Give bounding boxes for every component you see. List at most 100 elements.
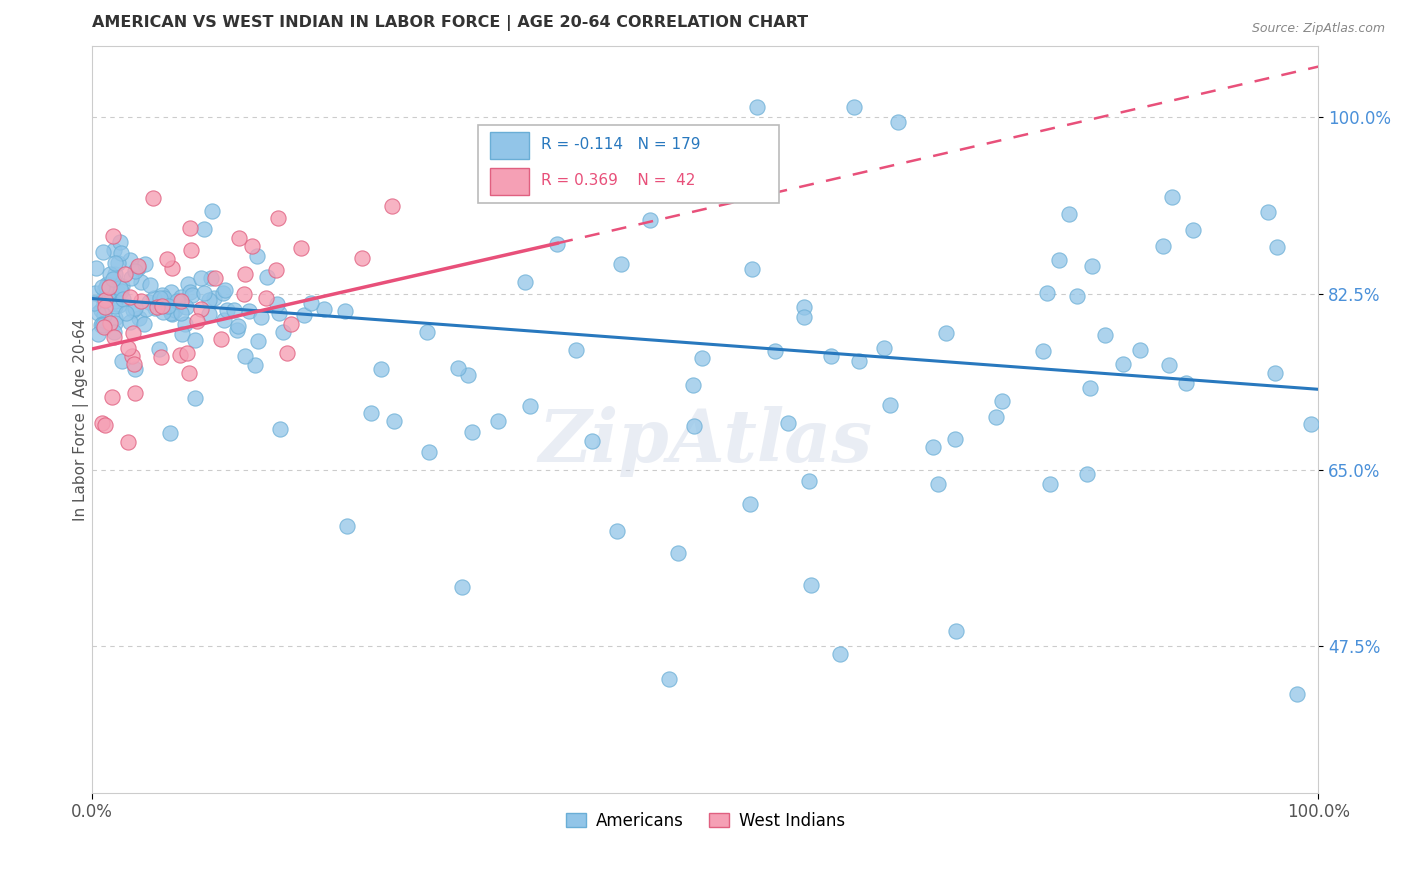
Point xyxy=(160,307,183,321)
Point xyxy=(1039,477,1062,491)
Y-axis label: In Labor Force | Age 20-64: In Labor Force | Age 20-64 xyxy=(73,318,89,521)
Point xyxy=(935,326,957,340)
Point xyxy=(87,306,110,320)
Point xyxy=(873,342,896,356)
Point xyxy=(155,299,177,313)
Point xyxy=(776,416,799,430)
Point xyxy=(198,307,221,321)
Point xyxy=(179,285,201,299)
Point xyxy=(90,280,112,294)
Text: AMERICAN VS WEST INDIAN IN LABOR FORCE | AGE 20-64 CORRELATION CHART: AMERICAN VS WEST INDIAN IN LABOR FORCE |… xyxy=(93,15,808,31)
Point xyxy=(100,390,122,404)
Point xyxy=(190,271,212,285)
Point xyxy=(1112,357,1135,371)
Point xyxy=(1152,238,1174,252)
Point xyxy=(94,301,117,315)
Point xyxy=(83,286,105,301)
Point xyxy=(159,425,181,440)
Point xyxy=(94,293,117,307)
Point xyxy=(184,391,207,405)
Point xyxy=(416,325,439,339)
Point xyxy=(690,351,713,366)
Point xyxy=(134,257,156,271)
Point xyxy=(927,477,949,491)
Point xyxy=(451,580,474,594)
Point xyxy=(177,366,200,380)
Point xyxy=(1264,367,1286,381)
Point xyxy=(110,246,132,260)
Point xyxy=(266,296,288,310)
Point xyxy=(174,317,197,331)
Point xyxy=(797,474,820,488)
Point xyxy=(204,271,226,285)
Point xyxy=(94,291,117,305)
Point xyxy=(793,310,815,325)
Point xyxy=(202,291,225,305)
Point xyxy=(114,268,136,282)
Point xyxy=(103,325,125,339)
Point xyxy=(118,290,141,304)
Point xyxy=(741,262,763,277)
Point xyxy=(193,221,215,235)
Point xyxy=(138,294,160,309)
Point xyxy=(93,292,115,306)
Legend: Americans, West Indians: Americans, West Indians xyxy=(560,805,852,837)
Point xyxy=(1174,376,1197,390)
Point xyxy=(486,414,509,428)
Point xyxy=(124,386,146,401)
Point xyxy=(146,300,169,314)
Point xyxy=(100,277,122,292)
Point xyxy=(519,399,541,413)
Point xyxy=(104,293,127,308)
Point xyxy=(232,287,254,301)
Point xyxy=(87,327,110,342)
Point xyxy=(1057,206,1080,220)
Point xyxy=(214,283,236,297)
Point xyxy=(381,199,404,213)
Point xyxy=(110,281,132,295)
Point xyxy=(209,332,232,346)
Point xyxy=(134,317,156,331)
Point xyxy=(93,319,115,334)
Point xyxy=(1257,205,1279,219)
Point xyxy=(1267,240,1289,254)
Point xyxy=(104,256,127,270)
Point xyxy=(86,261,108,276)
Point xyxy=(658,673,681,687)
Point xyxy=(763,344,786,359)
Point xyxy=(110,284,132,298)
Point xyxy=(745,100,768,114)
Point xyxy=(800,577,823,591)
Point xyxy=(879,398,901,412)
Point xyxy=(105,284,128,298)
Point xyxy=(314,301,336,316)
Point xyxy=(269,422,291,436)
Point xyxy=(170,294,193,309)
Point xyxy=(139,277,162,292)
Point xyxy=(513,276,536,290)
Point xyxy=(148,342,170,356)
Point xyxy=(848,354,870,368)
Point xyxy=(170,306,193,320)
Point xyxy=(333,303,356,318)
Point xyxy=(243,359,266,373)
Point xyxy=(93,283,115,297)
Point xyxy=(945,624,967,638)
Point xyxy=(104,299,127,313)
Point xyxy=(1094,328,1116,343)
Point xyxy=(922,440,945,454)
Point xyxy=(336,519,359,533)
Point xyxy=(447,360,470,375)
Point xyxy=(1080,381,1102,395)
Point xyxy=(350,251,373,265)
Point xyxy=(682,418,704,433)
Point xyxy=(91,318,114,333)
Point xyxy=(1157,358,1180,372)
Point xyxy=(256,291,278,305)
Point xyxy=(115,306,138,320)
Point xyxy=(201,204,224,219)
Point xyxy=(190,301,212,316)
Point xyxy=(90,302,112,317)
Point xyxy=(360,405,382,419)
Point xyxy=(1047,252,1070,267)
